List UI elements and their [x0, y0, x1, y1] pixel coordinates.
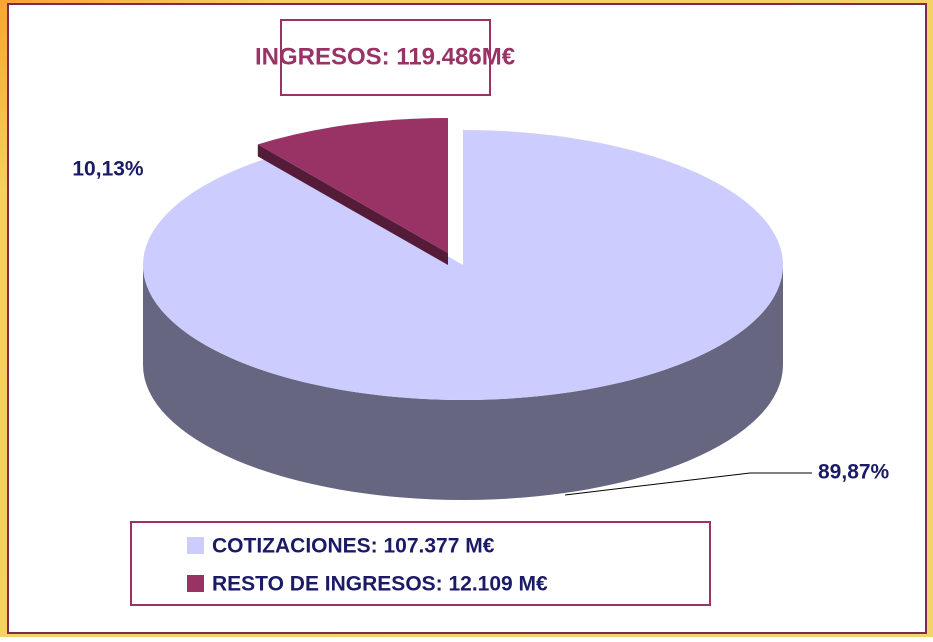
value-label: 10,13% [72, 158, 144, 181]
slice-side [143, 265, 783, 500]
slice [143, 130, 784, 400]
legend-swatch [187, 575, 204, 592]
slice [257, 118, 448, 253]
legend-label: COTIZACIONES: 107.377 M€ [212, 535, 495, 558]
leader-line [564, 472, 812, 496]
legend-label: RESTO DE INGRESOS: 12.109 M€ [212, 573, 548, 596]
chart-title: INGRESOS: 119.486M€ [255, 43, 515, 70]
slice-cut [257, 144, 448, 265]
value-label: 89,87% [818, 461, 890, 484]
legend-swatch [187, 537, 204, 554]
legend-box [130, 521, 711, 606]
title-box [280, 19, 491, 96]
